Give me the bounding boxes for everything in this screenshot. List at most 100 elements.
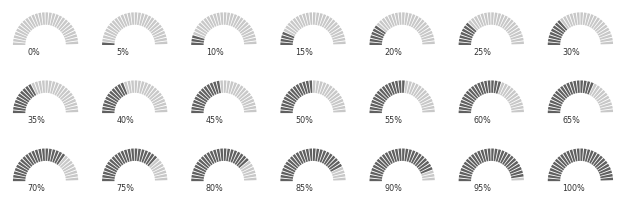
Polygon shape	[507, 161, 518, 170]
Text: 95%: 95%	[473, 183, 491, 192]
Polygon shape	[371, 33, 384, 39]
Polygon shape	[145, 18, 154, 30]
Polygon shape	[415, 156, 424, 167]
Polygon shape	[330, 28, 342, 37]
Polygon shape	[322, 84, 329, 96]
Polygon shape	[58, 20, 68, 31]
Polygon shape	[391, 82, 397, 95]
Polygon shape	[196, 94, 208, 103]
Polygon shape	[228, 149, 233, 162]
Polygon shape	[31, 151, 38, 163]
Polygon shape	[228, 82, 233, 94]
Polygon shape	[548, 179, 560, 181]
Polygon shape	[61, 161, 73, 170]
Polygon shape	[587, 15, 593, 27]
Polygon shape	[585, 149, 590, 162]
Polygon shape	[46, 81, 48, 94]
Polygon shape	[152, 96, 163, 104]
Polygon shape	[48, 14, 52, 26]
Polygon shape	[25, 86, 34, 98]
Polygon shape	[333, 178, 346, 181]
Polygon shape	[322, 17, 329, 28]
Polygon shape	[238, 23, 249, 33]
Polygon shape	[299, 16, 305, 28]
Polygon shape	[64, 103, 77, 108]
Polygon shape	[388, 83, 395, 95]
Polygon shape	[570, 82, 575, 95]
Polygon shape	[418, 93, 429, 102]
Polygon shape	[553, 94, 564, 103]
Polygon shape	[149, 90, 160, 100]
Polygon shape	[399, 13, 401, 26]
Polygon shape	[374, 94, 386, 103]
Polygon shape	[493, 81, 498, 94]
Polygon shape	[567, 151, 573, 163]
Polygon shape	[290, 21, 300, 32]
Polygon shape	[553, 162, 564, 170]
Polygon shape	[220, 13, 223, 26]
Polygon shape	[333, 174, 346, 178]
Polygon shape	[237, 20, 246, 31]
Polygon shape	[402, 13, 405, 26]
Polygon shape	[471, 19, 480, 30]
Polygon shape	[287, 23, 298, 33]
Text: 0%: 0%	[28, 48, 40, 57]
Polygon shape	[124, 150, 130, 162]
Polygon shape	[217, 81, 221, 94]
Polygon shape	[504, 156, 514, 167]
Polygon shape	[600, 35, 612, 41]
Polygon shape	[587, 150, 593, 163]
Polygon shape	[46, 149, 48, 161]
Polygon shape	[583, 14, 587, 26]
Polygon shape	[145, 154, 154, 165]
Polygon shape	[593, 20, 603, 31]
Polygon shape	[38, 14, 43, 26]
Polygon shape	[238, 90, 249, 100]
Polygon shape	[63, 28, 74, 37]
Polygon shape	[548, 111, 560, 114]
Polygon shape	[46, 13, 48, 26]
Polygon shape	[23, 21, 33, 32]
Polygon shape	[411, 17, 419, 28]
Polygon shape	[107, 26, 118, 35]
Polygon shape	[226, 81, 230, 94]
Polygon shape	[413, 86, 422, 97]
Polygon shape	[555, 159, 566, 169]
Polygon shape	[242, 167, 254, 174]
Polygon shape	[324, 18, 332, 30]
Polygon shape	[217, 14, 221, 26]
Polygon shape	[548, 43, 560, 46]
Polygon shape	[316, 149, 319, 161]
Polygon shape	[117, 17, 125, 29]
Polygon shape	[466, 23, 476, 33]
Polygon shape	[139, 14, 145, 26]
Polygon shape	[422, 174, 434, 178]
Polygon shape	[316, 14, 319, 26]
Polygon shape	[121, 83, 128, 95]
Polygon shape	[102, 175, 115, 179]
Polygon shape	[139, 82, 145, 94]
Polygon shape	[391, 14, 397, 27]
Text: 30%: 30%	[563, 48, 580, 57]
Polygon shape	[459, 179, 471, 181]
Polygon shape	[60, 90, 71, 100]
Polygon shape	[371, 36, 383, 41]
Polygon shape	[61, 93, 73, 102]
Polygon shape	[551, 165, 563, 173]
Polygon shape	[18, 94, 29, 103]
Polygon shape	[64, 167, 76, 174]
Polygon shape	[413, 154, 422, 165]
Polygon shape	[331, 99, 344, 106]
Text: 5%: 5%	[117, 48, 130, 57]
Polygon shape	[477, 151, 484, 163]
Polygon shape	[145, 86, 154, 97]
Polygon shape	[143, 17, 151, 28]
Polygon shape	[31, 16, 38, 28]
Polygon shape	[600, 103, 612, 108]
Polygon shape	[111, 21, 121, 32]
Polygon shape	[280, 40, 293, 43]
Polygon shape	[595, 90, 605, 100]
Polygon shape	[107, 94, 118, 103]
Polygon shape	[193, 168, 205, 175]
Polygon shape	[305, 14, 310, 26]
